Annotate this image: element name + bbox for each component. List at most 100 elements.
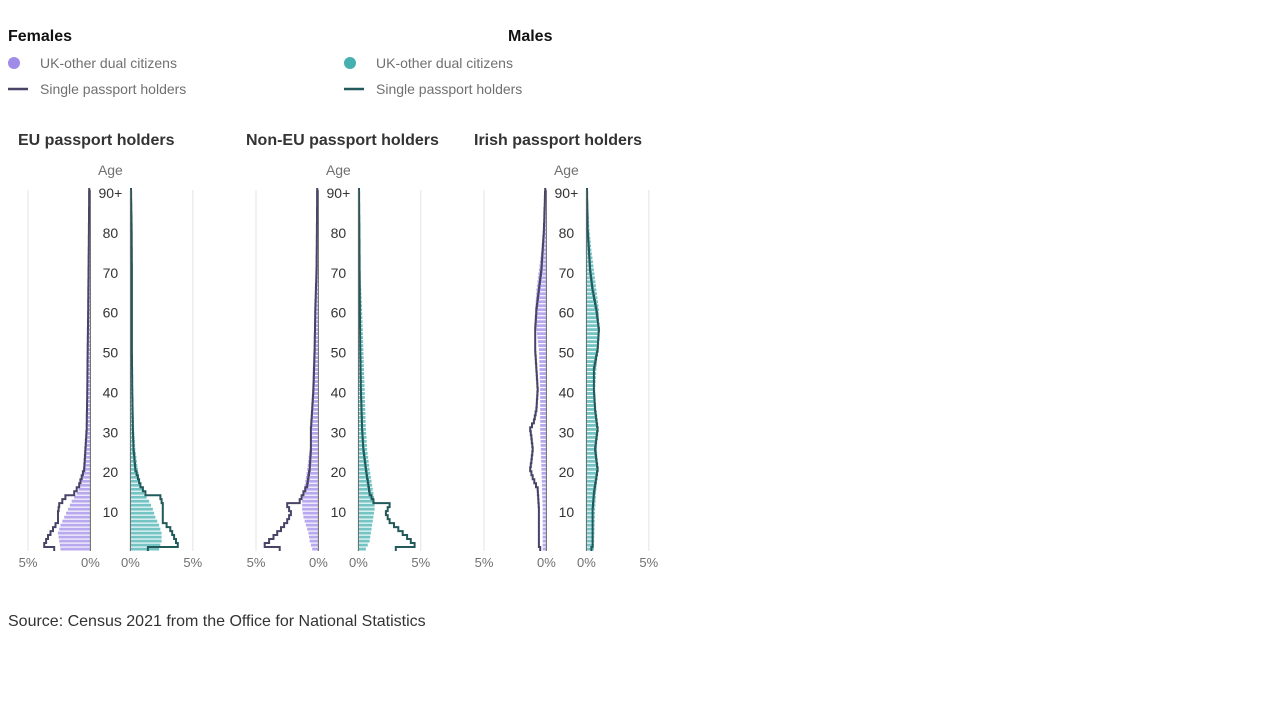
bar-female-dual	[307, 528, 318, 531]
bar-male-dual	[586, 516, 594, 519]
age-tick-label: 50	[103, 345, 119, 361]
bar-female-dual	[538, 340, 546, 343]
bar-male-dual	[358, 472, 370, 475]
bar-female-dual	[308, 532, 318, 535]
bar-female-dual	[540, 412, 546, 415]
bar-female-dual	[60, 544, 91, 547]
bar-female-dual	[310, 540, 319, 543]
age-tick-label: 40	[331, 384, 347, 400]
bar-female-dual	[540, 404, 546, 407]
bar-female-dual	[542, 472, 547, 475]
x-tick-label: 0%	[349, 555, 368, 570]
age-tick-label: 30	[103, 424, 119, 440]
age-tick-label: 10	[559, 504, 575, 520]
bar-male-dual	[358, 468, 369, 471]
age-tick-label: 90+	[555, 185, 579, 201]
bar-female-dual	[58, 532, 90, 535]
bar-male-dual	[130, 548, 159, 551]
bar-male-dual	[586, 412, 595, 415]
bar-female-dual	[312, 548, 318, 551]
bar-male-dual	[586, 288, 596, 291]
dual-bars	[58, 189, 162, 551]
legend-female-dual-label: UK-other dual citizens	[40, 55, 177, 71]
bar-female-dual	[311, 428, 318, 431]
x-tick-label: 5%	[19, 555, 38, 570]
legend: Females UK-other dual citizens Single pa…	[8, 28, 553, 97]
age-tick-label: 70	[331, 265, 347, 281]
age-axis-label: Age	[554, 162, 579, 178]
bar-male-dual	[586, 292, 596, 295]
bar-male-dual	[358, 476, 370, 479]
bar-male-dual	[130, 500, 149, 503]
bar-female-dual	[66, 512, 90, 515]
bar-female-dual	[303, 496, 319, 499]
bar-male-dual	[358, 544, 367, 547]
bar-female-dual	[540, 368, 547, 371]
age-tick-label: 30	[559, 424, 575, 440]
panel-title: Irish passport holders	[474, 132, 642, 149]
bar-female-dual	[543, 540, 547, 543]
bar-female-dual	[542, 476, 547, 479]
bar-male-dual	[130, 520, 157, 523]
bar-male-dual	[586, 420, 596, 423]
bar-female-dual	[59, 536, 91, 539]
bar-female-dual	[536, 324, 546, 327]
bar-female-dual	[543, 508, 547, 511]
bar-female-dual	[541, 448, 547, 451]
age-tick-label: 20	[103, 464, 119, 480]
bar-female-dual	[539, 360, 546, 363]
x-tick-label: 0%	[577, 555, 596, 570]
bar-female-dual	[74, 496, 90, 499]
bar-female-dual	[60, 524, 90, 527]
bar-female-dual	[540, 428, 546, 431]
bar-female-dual	[539, 364, 546, 367]
bar-female-dual	[80, 484, 90, 487]
bar-female-dual	[540, 392, 546, 395]
bar-female-dual	[540, 436, 546, 439]
source-note: Source: Census 2021 from the Office for …	[8, 613, 426, 630]
x-tick-label: 0%	[537, 555, 556, 570]
bar-female-dual	[538, 344, 546, 347]
bar-female-dual	[82, 476, 91, 479]
bar-male-dual	[358, 508, 374, 511]
panel-3: Irish passport holdersAge102030405060708…	[474, 132, 659, 570]
bar-female-dual	[311, 544, 318, 547]
bar-male-dual	[586, 416, 596, 419]
bar-male-dual	[586, 432, 596, 435]
bar-male-dual	[358, 540, 369, 543]
bar-female-dual	[62, 520, 90, 523]
bar-female-dual	[541, 444, 547, 447]
bar-female-dual	[540, 380, 546, 383]
bar-male-dual	[130, 488, 142, 491]
bar-female-dual	[543, 548, 547, 551]
bar-female-dual	[539, 352, 546, 355]
bar-male-dual	[358, 524, 372, 527]
age-tick-label: 30	[331, 424, 347, 440]
bar-male-dual	[130, 540, 161, 543]
bar-male-dual	[358, 520, 372, 523]
age-tick-label: 60	[331, 305, 347, 321]
bar-male-dual	[586, 464, 597, 467]
bar-male-dual	[586, 512, 595, 515]
bar-male-dual	[586, 508, 595, 511]
bar-female-dual	[60, 548, 90, 551]
bar-female-dual	[537, 336, 546, 339]
bar-male-dual	[130, 484, 140, 487]
bar-female-dual	[72, 500, 91, 503]
bar-male-dual	[586, 324, 598, 327]
bar-female-dual	[303, 512, 319, 515]
bar-female-dual	[543, 520, 547, 523]
bar-female-dual	[540, 376, 547, 379]
bar-female-dual	[59, 528, 90, 531]
bar-male-dual	[130, 528, 160, 531]
bar-female-dual	[302, 500, 318, 503]
bar-female-dual	[542, 496, 546, 499]
bar-female-dual	[70, 504, 91, 507]
bar-male-dual	[130, 508, 152, 511]
bar-male-dual	[586, 548, 593, 551]
bar-male-dual	[130, 524, 159, 527]
age-tick-label: 80	[559, 225, 575, 241]
legend-females-title: Females	[8, 28, 72, 45]
bar-male-dual	[358, 484, 372, 487]
